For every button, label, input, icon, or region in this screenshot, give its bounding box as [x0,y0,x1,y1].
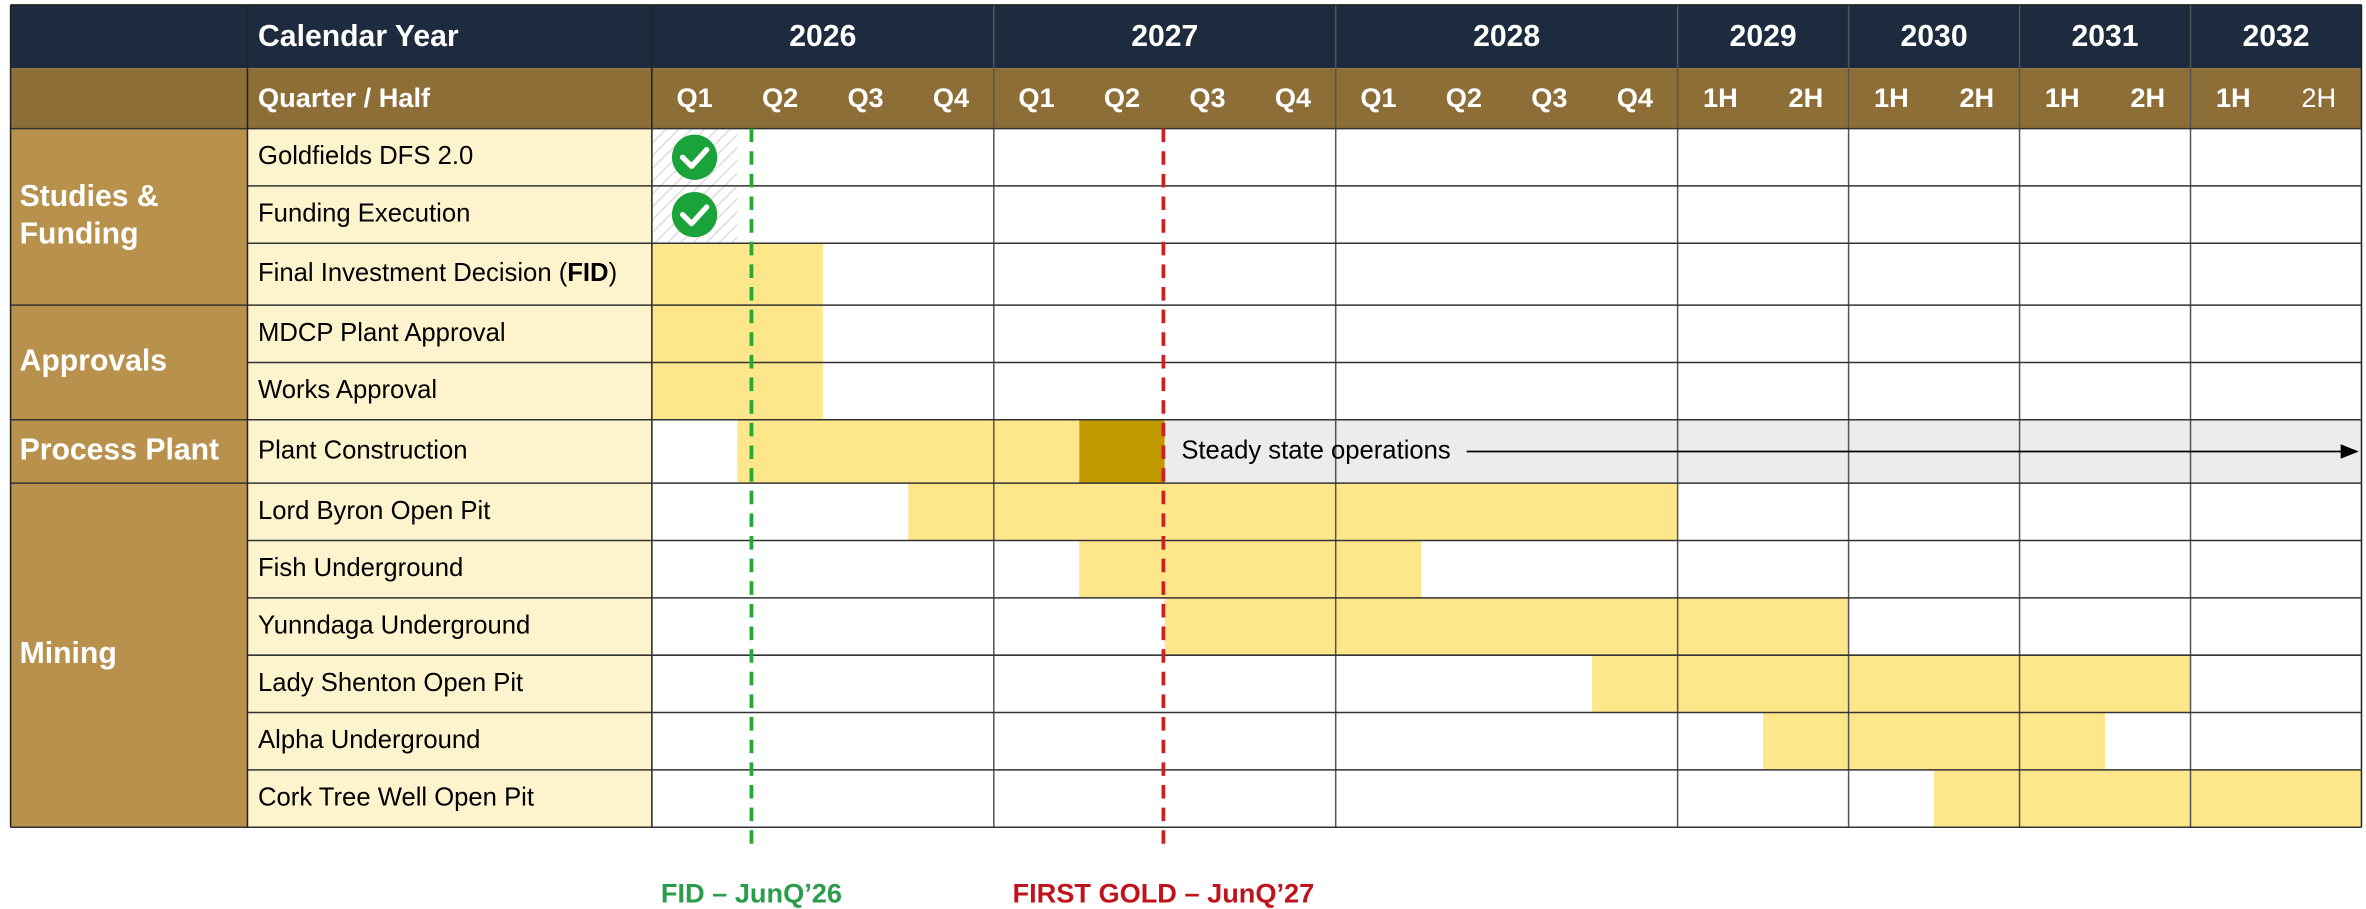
timeline-bar [737,419,1080,484]
year-label: 2026 [789,20,856,53]
timeline-bar [1164,597,1849,656]
task-label: MDCP Plant Approval [258,319,506,347]
header-label: Calendar Year [258,20,459,53]
period-label: 1H [2216,82,2251,113]
steady-state-label: Steady state operations [1181,436,1450,464]
task-label: Goldfields DFS 2.0 [258,142,473,170]
task-label: Plant Construction [258,436,468,464]
timeline-bar [1763,712,2106,770]
timeline-bar [1592,655,2191,713]
period-label: 2H [2130,82,2165,113]
check-mark [679,204,710,227]
year-label: 2031 [2071,20,2138,53]
task-label: Final Investment Decision (FID) [258,259,617,287]
task-label-part: Goldfields DFS 2.0 [258,142,473,170]
milestone-label: FID – JunQ’26 [661,877,842,908]
task-label-part: Works Approval [258,376,437,404]
task-label-part: MDCP Plant Approval [258,319,506,347]
task-label-part: Plant Construction [258,436,468,464]
task-label-part: Yunndaga Underground [258,611,530,639]
period-label: Q2 [762,82,798,113]
task-column [247,128,652,828]
period-label: Q3 [1531,82,1567,113]
task-label-part: Funding Execution [258,199,470,227]
group-column [10,128,248,828]
timeline-bar [1934,769,2362,828]
group-label: Funding [20,218,139,251]
period-label: Q3 [847,82,883,113]
period-label: Quarter / Half [258,82,431,113]
year-label: 2027 [1131,20,1198,53]
period-label: Q2 [1446,82,1482,113]
task-label: Yunndaga Underground [258,611,530,639]
period-label: Q4 [933,82,969,113]
period-label: Q4 [1275,82,1311,113]
task-label: Fish Underground [258,554,463,582]
period-label: Q1 [1360,82,1396,113]
timeline-bar [651,362,823,420]
period-label: Q4 [1617,82,1653,113]
period-label: Q3 [1189,82,1225,113]
task-label: Lady Shenton Open Pit [258,669,523,697]
group-label: Approvals [20,344,167,377]
period-label: 2H [1788,82,1823,113]
group-label: Studies & [20,180,159,213]
timeline-bar [1079,419,1165,484]
group-label: Mining [20,637,117,670]
year-label: 2028 [1473,20,1540,53]
timeline-bar [651,243,823,306]
group-label: Process Plant [20,433,219,466]
task-label: Works Approval [258,376,437,404]
year-label: 2030 [1901,20,1968,53]
timeline-bar [908,483,1678,541]
task-label: Funding Execution [258,199,470,227]
year-label: 2032 [2242,20,2309,53]
task-label-part: Cork Tree Well Open Pit [258,783,534,811]
period-label: 2H [2301,82,2336,113]
task-label-part: Lord Byron Open Pit [258,497,490,525]
task-label-part: Fish Underground [258,554,463,582]
task-label-part: Alpha Underground [258,726,480,754]
timeline-bar [1079,540,1422,598]
milestone-label: FIRST GOLD – JunQ’27 [1012,877,1314,908]
period-row [10,68,2362,129]
task-label: Cork Tree Well Open Pit [258,783,534,811]
check-icon [671,134,718,180]
period-label: Q1 [1018,82,1054,113]
task-label-part: ) [609,259,618,287]
header-row [10,4,2362,69]
period-label: 2H [1959,82,1994,113]
year-label: 2029 [1730,20,1797,53]
period-label: Q1 [676,82,712,113]
period-label: 1H [1874,82,1909,113]
task-label: Lord Byron Open Pit [258,497,490,525]
task-label: Alpha Underground [258,726,480,754]
check-mark [679,147,710,169]
task-label-part: Final Investment Decision ( [258,259,568,287]
period-label: Q2 [1104,82,1140,113]
check-icon [671,191,718,238]
period-label: 1H [2045,82,2080,113]
task-label-part: Lady Shenton Open Pit [258,669,523,697]
period-label: 1H [1703,82,1738,113]
timeline-bar [651,305,823,363]
task-label-part: FID [567,259,608,287]
